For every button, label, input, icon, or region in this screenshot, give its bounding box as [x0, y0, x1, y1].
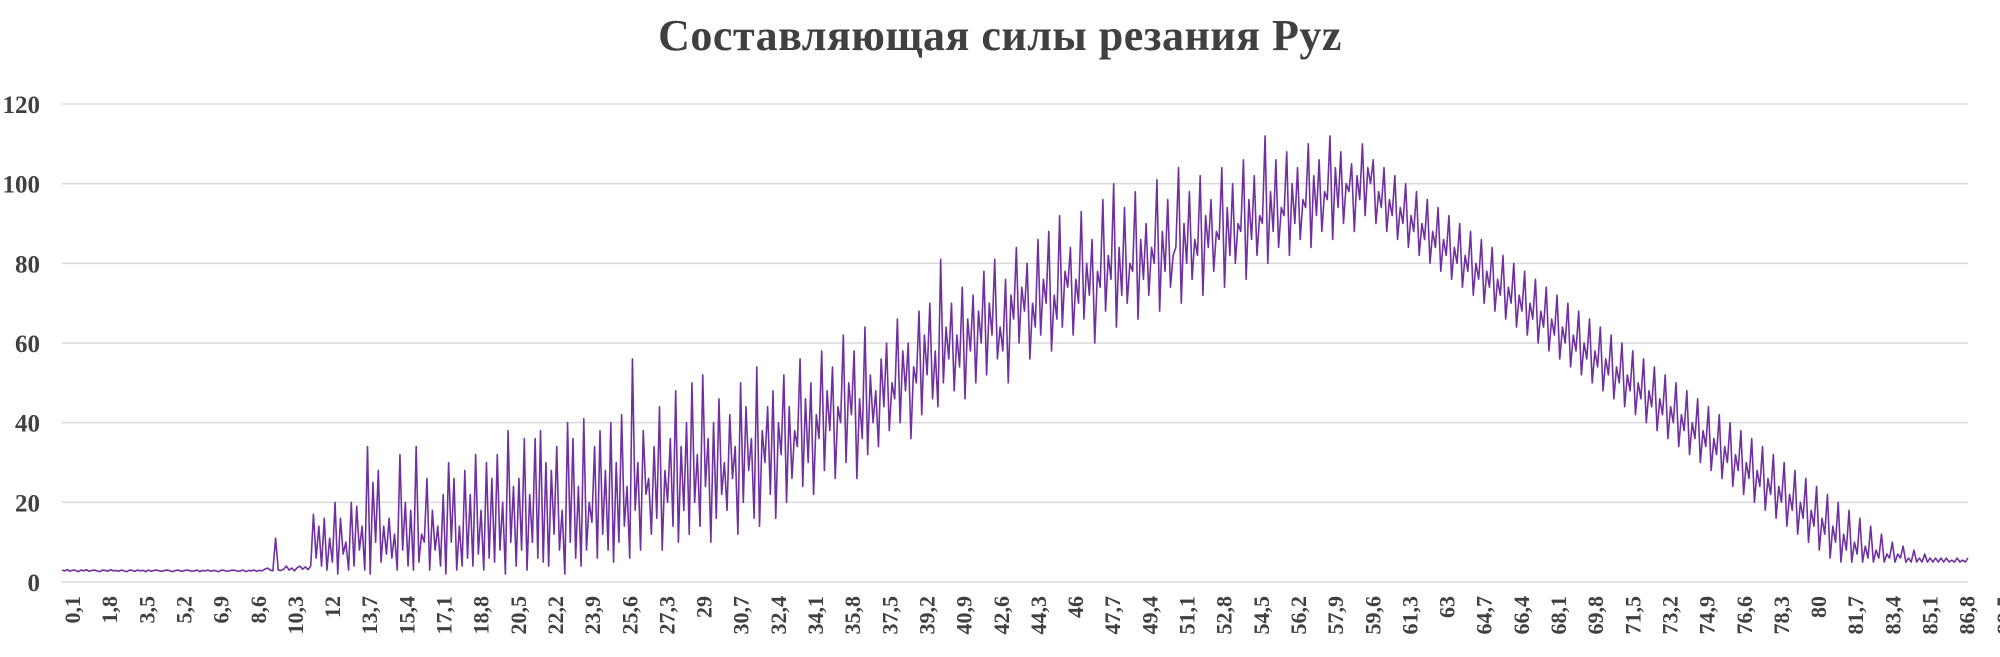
- x-tick-label: 10,3: [283, 596, 308, 635]
- x-tick-label: 18,8: [469, 596, 494, 635]
- x-tick-label: 39,2: [914, 596, 939, 635]
- x-tick-label: 35,8: [840, 596, 865, 635]
- x-tick-label: 3,5: [134, 596, 159, 624]
- x-tick-label: 23,9: [580, 596, 605, 635]
- x-tick-label: 76,6: [1732, 596, 1757, 635]
- x-tick-label: 56,2: [1286, 596, 1311, 635]
- x-axis: 0,1 1,8 3,5 5,2 6,9 8,6 10,3 12 13,7 15,4 17,1 18,8…: [60, 596, 2000, 635]
- x-tick-label: 59,6: [1360, 596, 1385, 635]
- x-tick-label: 12: [320, 596, 345, 618]
- x-tick-label: 83,4: [1880, 596, 1905, 635]
- x-tick-label: 25,6: [617, 596, 642, 635]
- chart-title: Составляющая силы резания Pyz: [658, 11, 1342, 60]
- x-tick-label: 22,2: [543, 596, 568, 635]
- x-tick-label: 0,1: [60, 596, 85, 624]
- x-tick-label: 1,8: [97, 596, 122, 624]
- x-tick-label: 29: [692, 596, 717, 618]
- y-axis: 0 20 40 60 80 100 120: [3, 92, 41, 597]
- x-tick-label: 46: [1063, 596, 1088, 618]
- x-tick-label: 30,7: [729, 596, 754, 635]
- y-tick-label: 120: [3, 92, 41, 119]
- y-tick-label: 80: [15, 251, 40, 278]
- x-tick-label: 57,9: [1323, 596, 1348, 635]
- y-tick-label: 0: [28, 570, 41, 597]
- x-tick-label: 51,1: [1175, 596, 1200, 635]
- x-tick-label: 52,8: [1212, 596, 1237, 635]
- x-tick-label: 37,5: [877, 596, 902, 635]
- x-tick-label: 17,1: [432, 596, 457, 635]
- x-tick-label: 20,5: [506, 596, 531, 635]
- y-tick-label: 100: [3, 172, 41, 199]
- x-tick-label: 80: [1806, 596, 1831, 618]
- gridlines: [62, 103, 1968, 583]
- x-tick-label: 40,9: [952, 596, 977, 635]
- x-tick-label: 34,1: [803, 596, 828, 635]
- x-tick-label: 88,5: [1992, 596, 2000, 635]
- series-line: [61, 135, 1969, 575]
- x-tick-label: 6,9: [209, 596, 234, 624]
- x-tick-label: 78,3: [1769, 596, 1794, 635]
- y-tick-label: 20: [15, 490, 40, 517]
- x-tick-label: 54,5: [1249, 596, 1274, 635]
- x-tick-label: 8,6: [246, 596, 271, 624]
- y-tick-label: 60: [15, 331, 40, 358]
- y-tick-label: 40: [15, 411, 40, 438]
- x-tick-label: 81,7: [1843, 596, 1868, 635]
- x-tick-label: 47,7: [1100, 596, 1125, 635]
- x-tick-label: 71,5: [1620, 596, 1645, 635]
- x-tick-label: 69,8: [1583, 596, 1608, 635]
- x-tick-label: 86,8: [1955, 596, 1980, 635]
- x-tick-label: 64,7: [1472, 596, 1497, 635]
- x-tick-label: 15,4: [394, 596, 419, 635]
- x-tick-label: 63: [1435, 596, 1460, 618]
- x-tick-label: 68,1: [1546, 596, 1571, 635]
- x-tick-label: 44,3: [1026, 596, 1051, 635]
- x-tick-label: 49,4: [1137, 596, 1162, 635]
- series-layer: [61, 135, 1969, 575]
- x-tick-label: 61,3: [1397, 596, 1422, 635]
- x-tick-label: 42,6: [989, 596, 1014, 635]
- x-tick-label: 5,2: [171, 596, 196, 624]
- x-tick-label: 32,4: [766, 596, 791, 635]
- x-tick-label: 73,2: [1657, 596, 1682, 635]
- x-tick-label: 13,7: [357, 596, 382, 635]
- x-tick-label: 27,3: [654, 596, 679, 635]
- x-tick-label: 85,1: [1918, 596, 1943, 635]
- x-tick-label: 74,9: [1695, 596, 1720, 635]
- x-tick-label: 66,4: [1509, 596, 1534, 635]
